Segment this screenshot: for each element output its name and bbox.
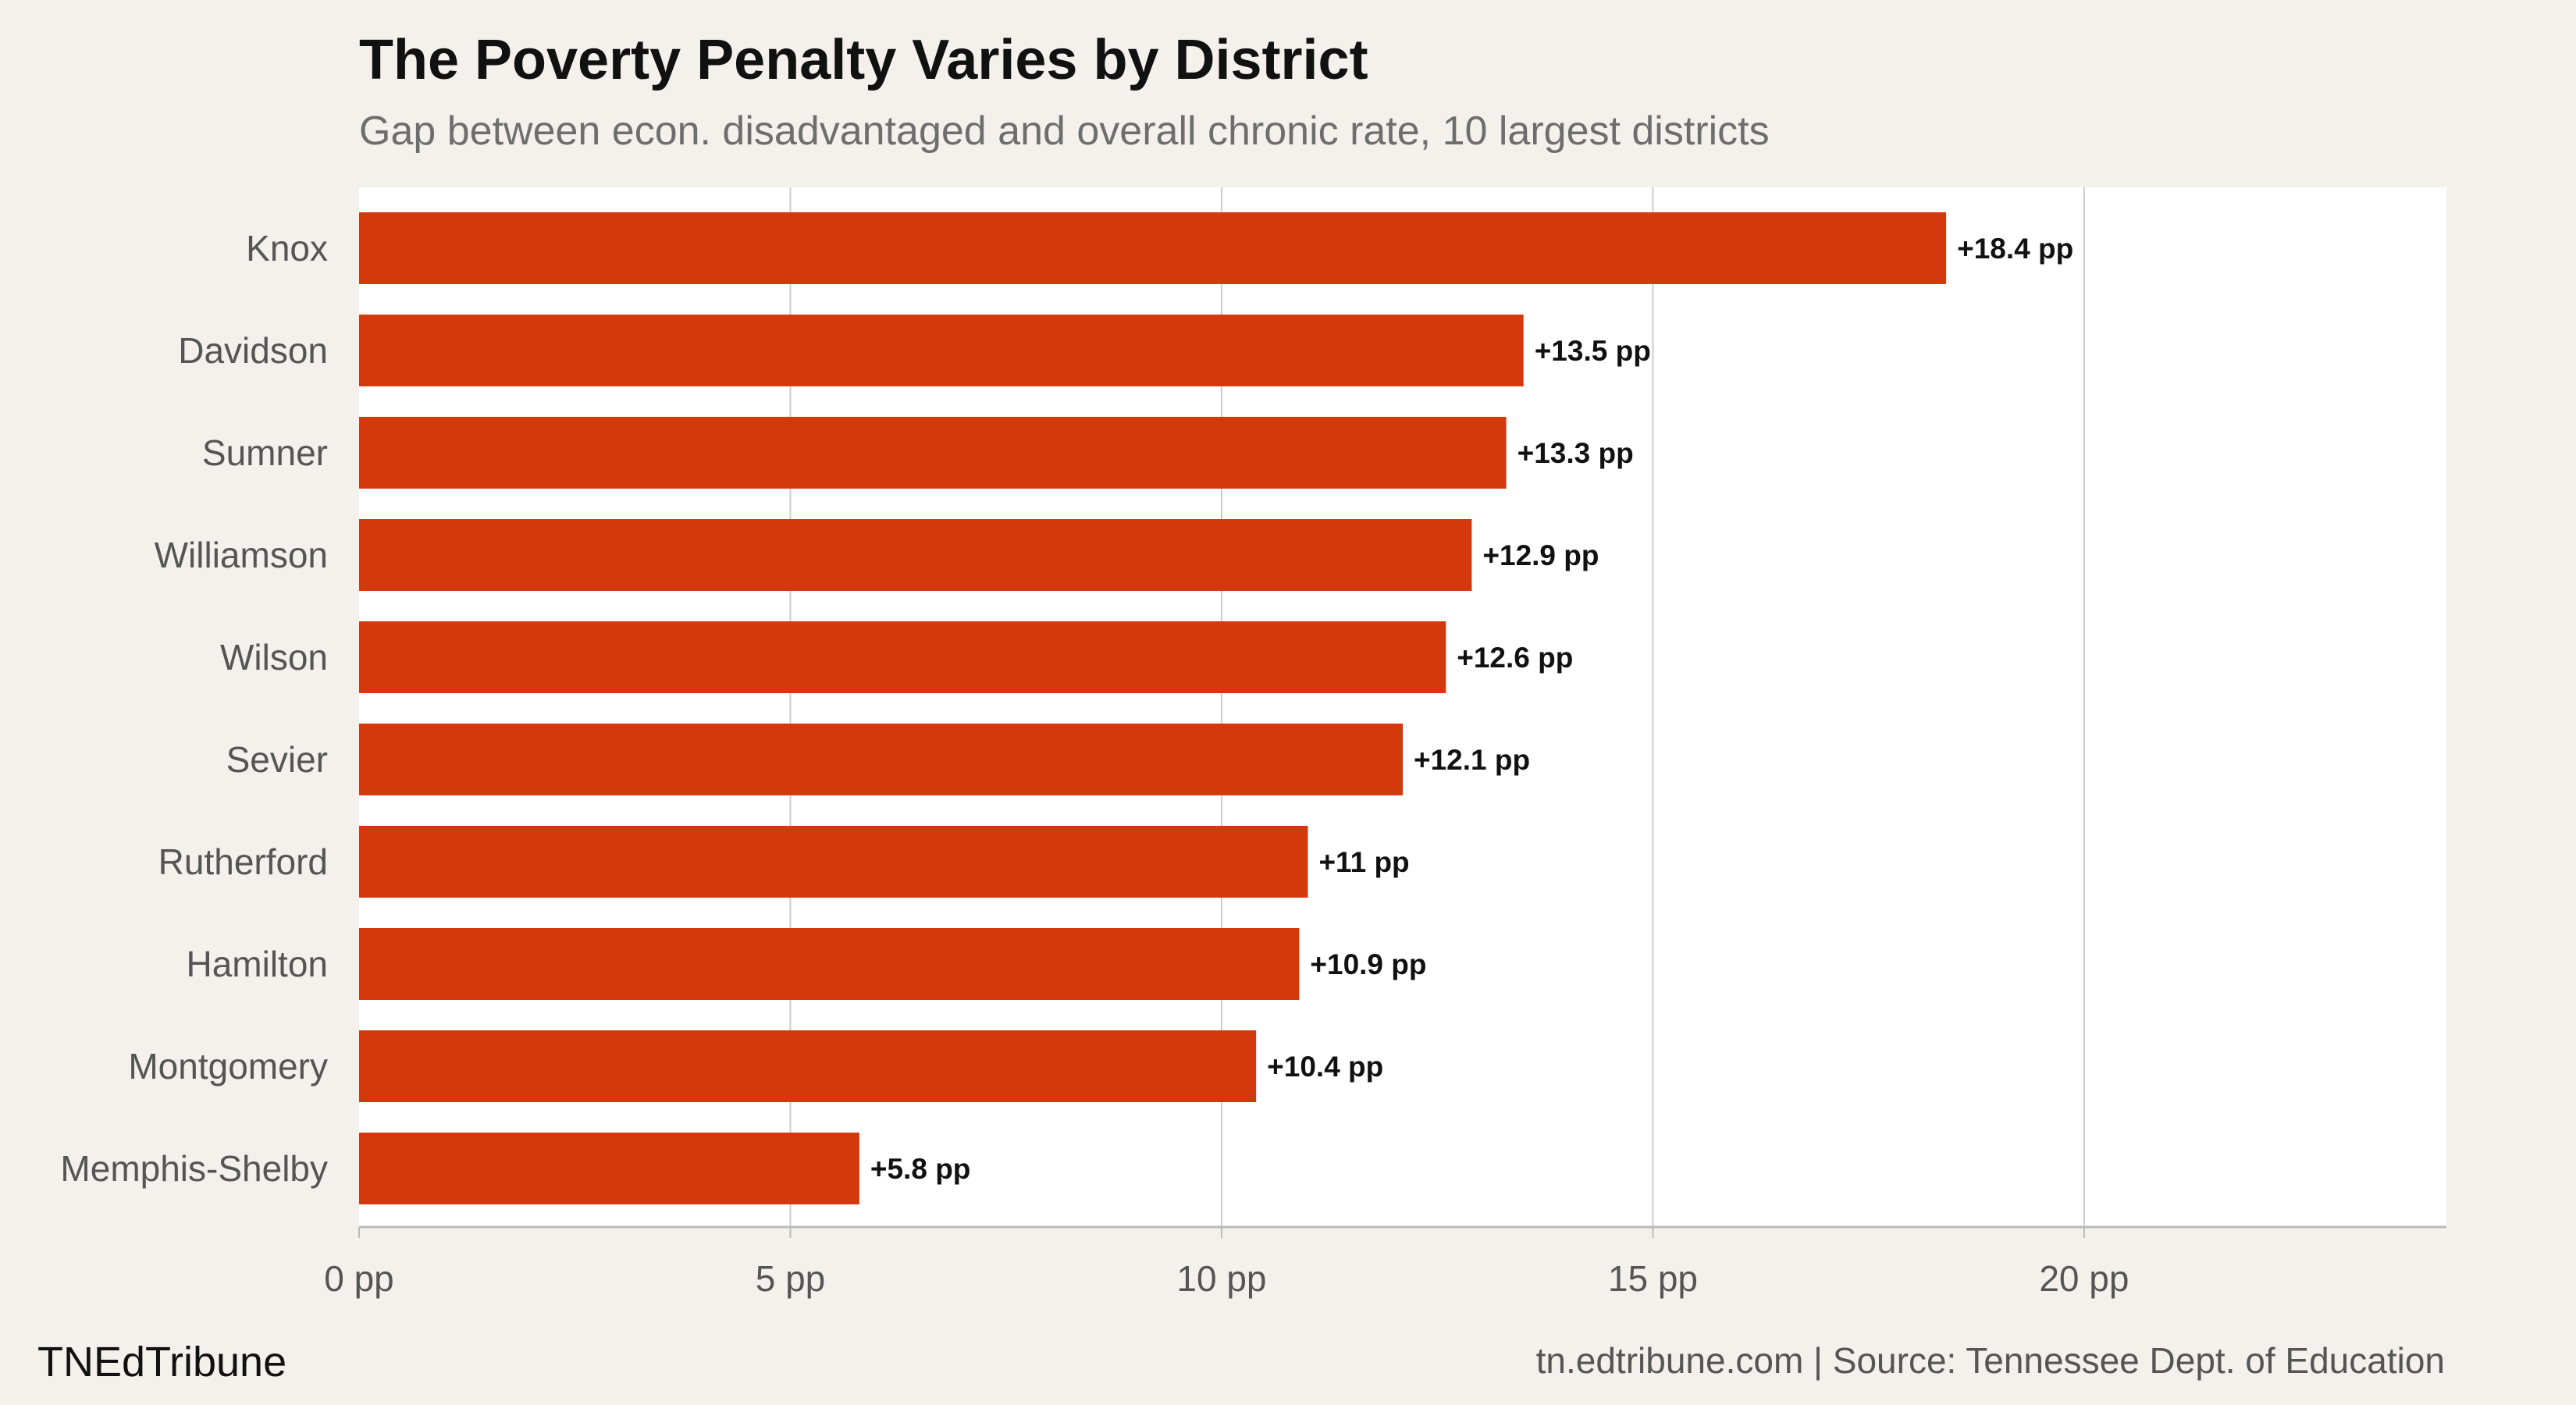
- chart-title: The Poverty Penalty Varies by District: [359, 29, 1368, 91]
- bar: [359, 417, 1507, 489]
- data-label: +10.4 pp: [1267, 1051, 1383, 1083]
- x-tick-label: 5 pp: [756, 1258, 826, 1299]
- source-credit: tn.edtribune.com | Source: Tennessee Dep…: [1535, 1340, 2445, 1381]
- bar: [359, 1030, 1257, 1102]
- category-label: Wilson: [220, 637, 328, 678]
- category-label: Rutherford: [158, 841, 328, 882]
- data-label: +10.9 pp: [1310, 948, 1426, 980]
- category-label: Sumner: [202, 432, 328, 473]
- x-axis: 0 pp 5 pp 10 pp 15 pp 20 pp: [324, 1225, 2446, 1299]
- category-label: Williamson: [155, 535, 328, 575]
- category-label: Memphis-Shelby: [60, 1148, 328, 1189]
- bars: [359, 212, 1947, 1204]
- bar: [359, 519, 1472, 591]
- data-label: +13.3 pp: [1517, 437, 1634, 469]
- chart-subtitle: Gap between econ. disadvantaged and over…: [359, 108, 1770, 154]
- data-label: +13.5 pp: [1535, 335, 1651, 367]
- bar: [359, 826, 1308, 898]
- data-label: +11 pp: [1318, 846, 1409, 878]
- category-label: Sevier: [226, 739, 328, 780]
- data-label: +12.1 pp: [1414, 744, 1530, 776]
- x-tick-label: 15 pp: [1608, 1258, 1698, 1299]
- x-tick-label: 0 pp: [324, 1258, 394, 1299]
- bar: [359, 928, 1300, 1000]
- data-label: +5.8 pp: [870, 1153, 971, 1185]
- category-label: Hamilton: [186, 944, 328, 984]
- brand-logo-text: TNEdTribune: [37, 1339, 287, 1385]
- bar: [359, 315, 1524, 386]
- category-label: Knox: [246, 228, 328, 269]
- bar: [359, 724, 1403, 795]
- x-tick-label: 10 pp: [1176, 1258, 1266, 1299]
- category-label: Davidson: [178, 330, 328, 371]
- bar: [359, 1133, 859, 1204]
- bar: [359, 621, 1446, 693]
- category-label: Montgomery: [128, 1046, 328, 1087]
- labels: Knox +18.4 pp Davidson +13.5 pp Sumner +13.3 …: [60, 228, 2073, 1189]
- data-label: +12.6 pp: [1457, 642, 1573, 674]
- bar: [359, 212, 1947, 284]
- data-label: +18.4 pp: [1957, 233, 2073, 265]
- data-label: +12.9 pp: [1482, 539, 1599, 571]
- x-tick-label: 20 pp: [2039, 1258, 2129, 1299]
